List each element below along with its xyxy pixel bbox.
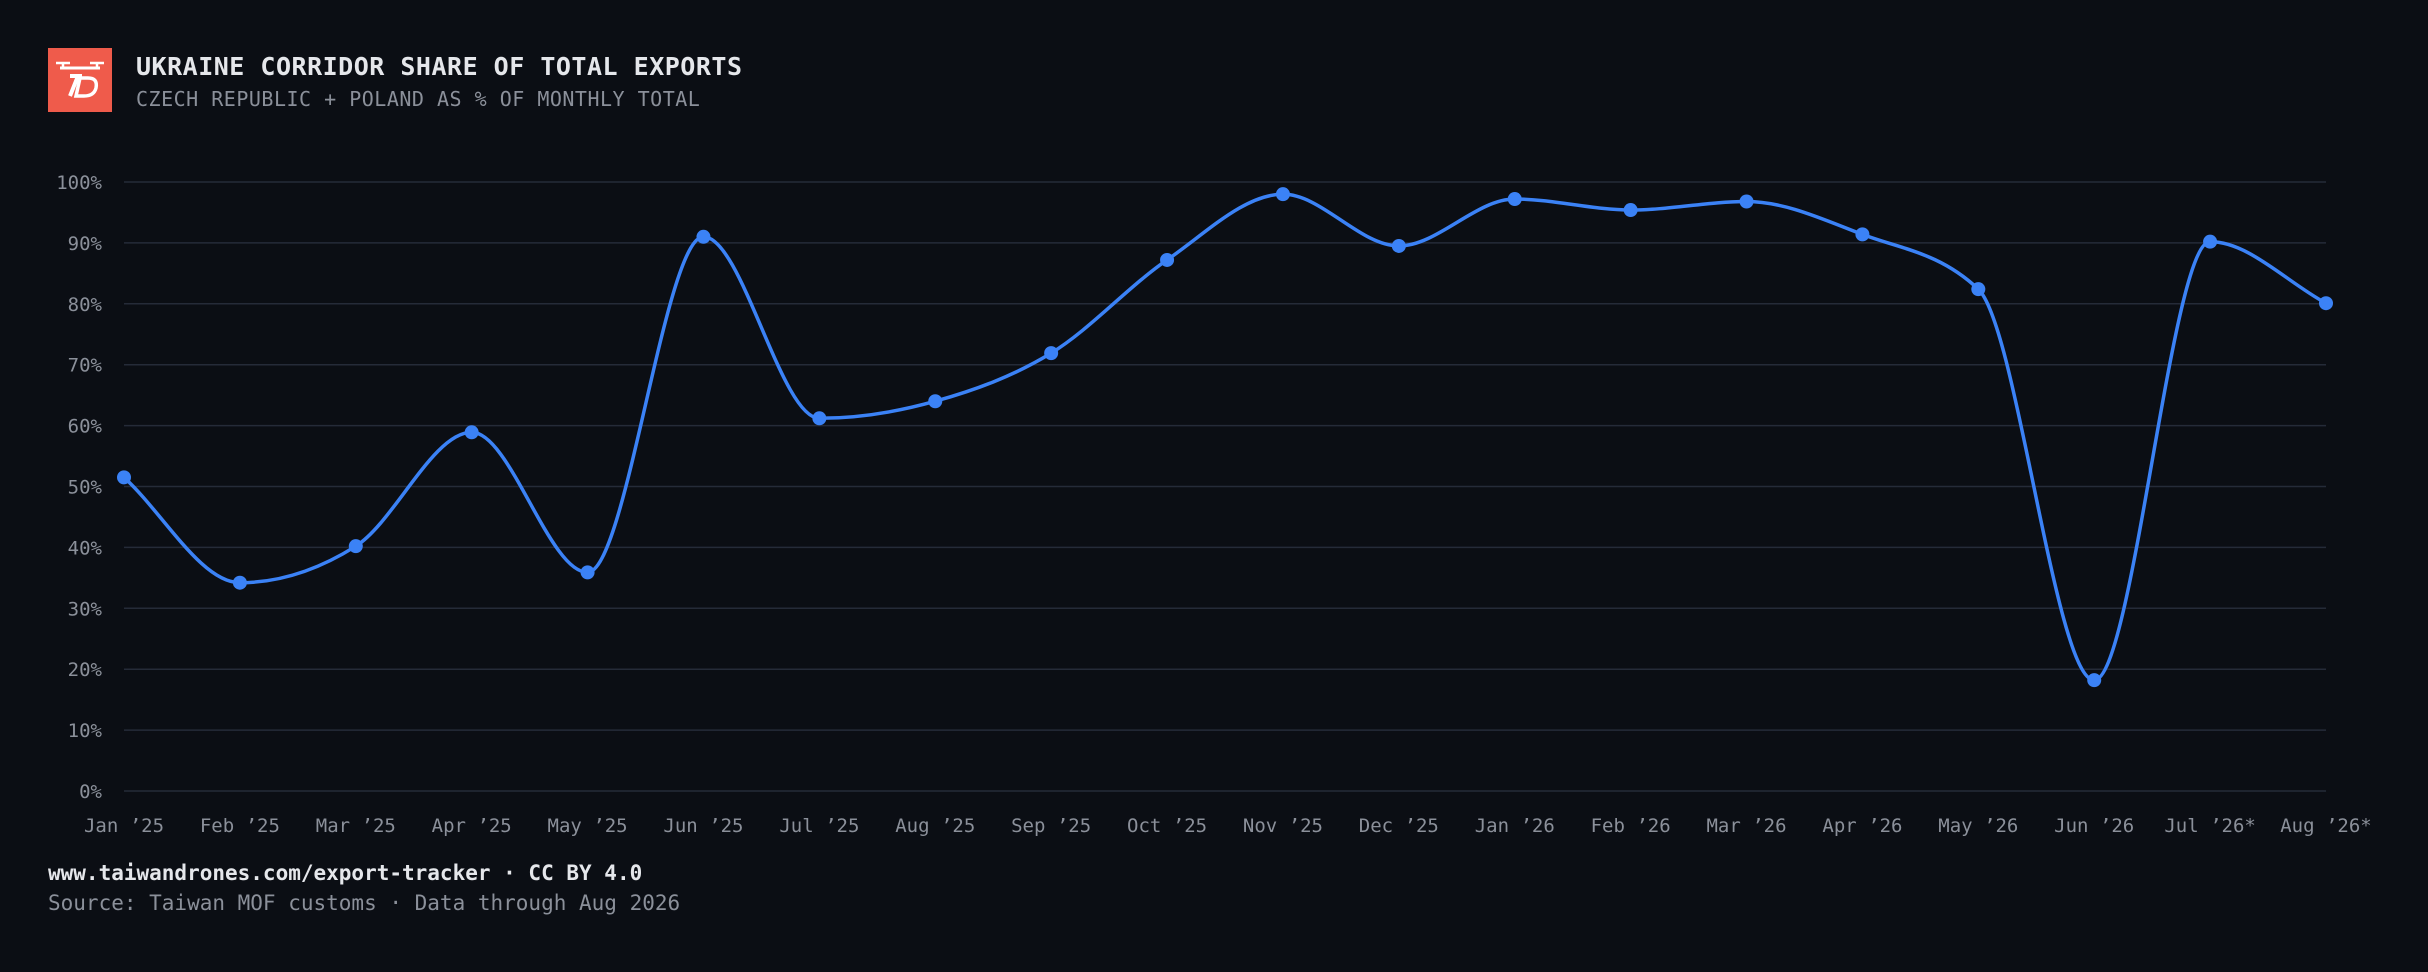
x-tick-label: Jun ’25 xyxy=(663,815,743,837)
data-point[interactable] xyxy=(232,575,247,590)
y-tick-label: 80% xyxy=(68,294,103,316)
y-tick-label: 0% xyxy=(79,781,102,803)
data-point[interactable] xyxy=(117,470,131,485)
data-point[interactable] xyxy=(1391,238,1406,253)
series-line-layer xyxy=(122,192,2327,682)
footer-link[interactable]: www.taiwandrones.com/export-tracker · CC… xyxy=(48,861,643,885)
y-tick-label: 20% xyxy=(68,659,103,681)
chart-subtitle: CZECH REPUBLIC + POLAND AS % OF MONTHLY … xyxy=(136,87,701,111)
x-tick-label: May ’26 xyxy=(1938,815,2018,837)
y-tick-label: 50% xyxy=(68,477,103,499)
x-tick-label: Mar ’26 xyxy=(1706,815,1786,837)
data-point[interactable] xyxy=(1739,194,1754,209)
data-point[interactable] xyxy=(1971,282,1986,297)
y-tick-label: 30% xyxy=(68,598,103,620)
y-tick-label: 60% xyxy=(68,416,103,438)
x-tick-label: Oct ’25 xyxy=(1127,815,1207,837)
x-tick-label: Apr ’26 xyxy=(1822,815,1902,837)
x-tick-label: Aug ’26* xyxy=(2280,815,2372,837)
data-point[interactable] xyxy=(812,411,827,426)
data-point[interactable] xyxy=(348,539,363,554)
x-tick-label: May ’25 xyxy=(548,815,628,837)
data-point[interactable] xyxy=(928,394,943,409)
x-tick-label: Apr ’25 xyxy=(432,815,512,837)
data-point[interactable] xyxy=(2087,673,2102,688)
grid-lines xyxy=(124,181,2326,792)
y-tick-label: 70% xyxy=(68,355,103,377)
data-point[interactable] xyxy=(464,425,479,440)
x-tick-label: Sep ’25 xyxy=(1011,815,1091,837)
y-tick-label: 100% xyxy=(56,172,102,194)
data-point[interactable] xyxy=(2203,234,2218,249)
data-point[interactable] xyxy=(1507,192,1522,207)
footer-source: Source: Taiwan MOF customs · Data throug… xyxy=(48,891,681,915)
y-tick-label: 10% xyxy=(68,720,103,742)
chart-header: UKRAINE CORRIDOR SHARE OF TOTAL EXPORTS … xyxy=(48,48,743,114)
data-points xyxy=(117,187,2333,688)
data-point[interactable] xyxy=(1623,203,1638,218)
x-tick-label: Jan ’26 xyxy=(1475,815,1555,837)
y-axis-ticks: 0% 10% 20% 30% 40% 50% 60% 70% 80% 90% 100% xyxy=(56,172,102,803)
x-tick-label: Jun ’26 xyxy=(2054,815,2134,837)
data-point[interactable] xyxy=(1160,252,1175,267)
data-point[interactable] xyxy=(1044,346,1059,361)
x-tick-label: Aug ’25 xyxy=(895,815,975,837)
x-tick-label: Nov ’25 xyxy=(1243,815,1323,837)
chart-footer: www.taiwandrones.com/export-tracker · CC… xyxy=(48,858,680,918)
x-tick-label: Feb ’26 xyxy=(1591,815,1671,837)
x-axis-ticks: Jan ’25 Feb ’25 Mar ’25 Apr ’25 May ’25 Jun ’… xyxy=(84,815,2372,837)
x-tick-label: Jan ’25 xyxy=(84,815,164,837)
data-point[interactable] xyxy=(1275,187,1290,202)
y-tick-label: 40% xyxy=(68,537,103,559)
data-point[interactable] xyxy=(580,565,595,580)
data-point[interactable] xyxy=(696,229,711,244)
data-point[interactable] xyxy=(2319,296,2333,311)
y-tick-label: 90% xyxy=(68,233,103,255)
data-point[interactable] xyxy=(1855,227,1870,242)
series-line xyxy=(122,192,2327,682)
x-tick-label: Dec ’25 xyxy=(1359,815,1439,837)
chart-title: UKRAINE CORRIDOR SHARE OF TOTAL EXPORTS xyxy=(136,52,743,81)
x-tick-label: Mar ’25 xyxy=(316,815,396,837)
x-tick-label: Jul ’26* xyxy=(2164,815,2256,837)
drone-logo-icon xyxy=(48,48,112,112)
x-tick-label: Jul ’25 xyxy=(779,815,859,837)
x-tick-label: Feb ’25 xyxy=(200,815,280,837)
